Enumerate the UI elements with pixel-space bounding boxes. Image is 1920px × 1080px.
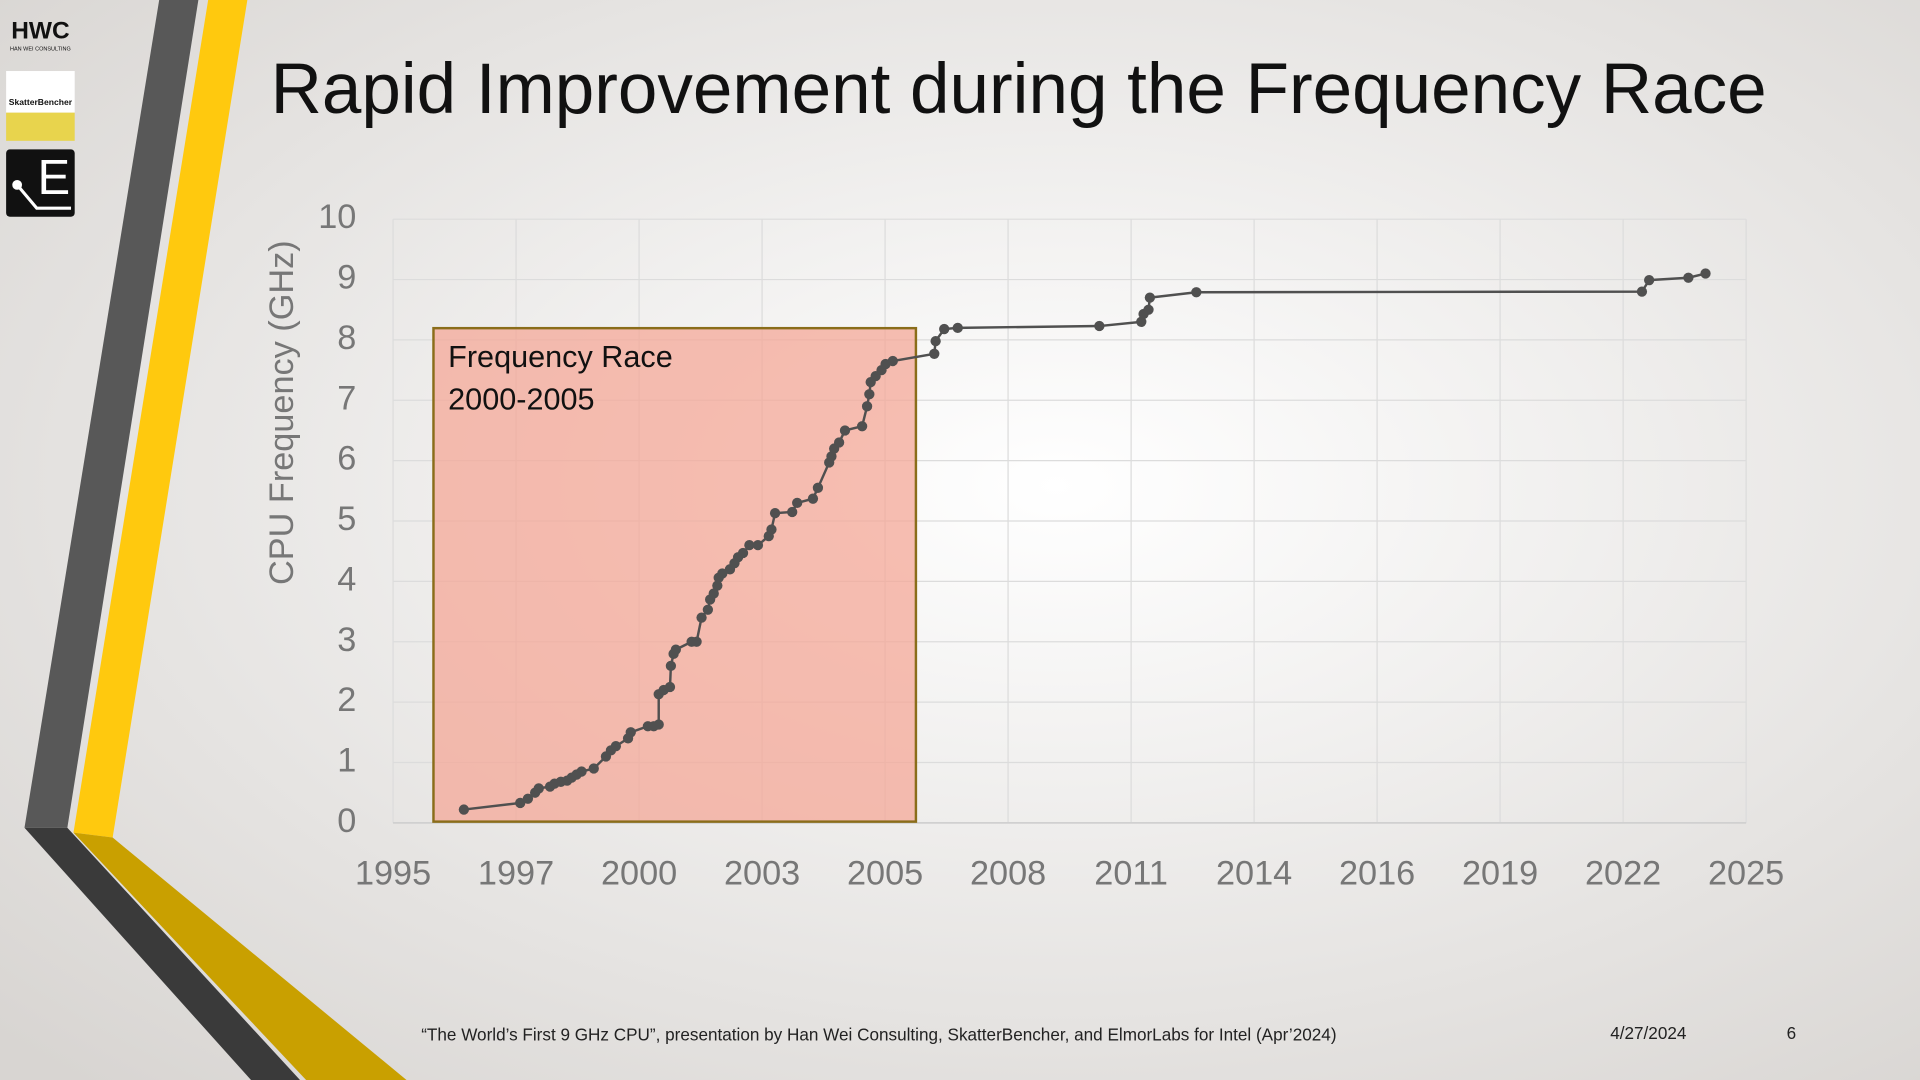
chart-title: Rapid Improvement during the Frequency R… [271,50,1767,129]
data-point [670,644,681,655]
x-tick-label: 2016 [1339,855,1415,893]
data-point [1094,320,1105,332]
logos: HWC HAN WEI CONSULTING SkatterBencher E [6,17,75,217]
data-point [787,506,798,518]
data-point [522,793,534,804]
data-point [588,763,599,774]
footer-date: 4/27/2024 [1610,1023,1687,1043]
y-tick-label: 8 [337,319,356,357]
y-tick-label: 3 [337,621,356,659]
data-point [1636,286,1648,297]
x-tick-label: 1997 [478,855,554,893]
data-point [807,493,819,504]
data-point [864,389,875,400]
plot: 0 1 2 3 4 5 6 7 8 9 10 1995 1997 2000 2003 2005 2008 2011… [318,198,1784,892]
data-point [712,580,723,591]
y-tick-label: 5 [337,500,356,538]
x-tick-label: 2003 [724,855,800,893]
y-tick-label: 4 [337,560,356,598]
logo-hwc: HWC [11,17,69,44]
data-point [533,783,544,794]
data-point [737,547,749,559]
stripe-yellow-lower [73,832,407,1080]
data-point [930,335,941,347]
data-point [653,719,664,730]
highlight-box [432,326,918,823]
y-tick-label: 9 [337,259,356,297]
data-point [1136,316,1147,327]
data-point [1700,268,1711,279]
data-point [1191,287,1202,298]
data-point [939,323,950,335]
stripe-dark [24,0,199,828]
x-tick-label: 2000 [601,855,677,893]
x-tick-label: 2025 [1708,855,1784,893]
data-point [952,322,963,333]
data-point [887,355,898,367]
logo-line [15,183,72,210]
x-tick-label: 2008 [970,855,1046,893]
footer-page: 6 [1787,1023,1797,1043]
logo-box [6,71,75,113]
data-point [708,588,719,599]
data-point [717,568,728,579]
data-point [792,497,803,509]
x-tick-label: 2005 [847,855,923,893]
y-tick-label: 7 [337,379,356,417]
x-tick-label: 2011 [1094,855,1168,893]
x-tick-label: 1995 [355,855,431,893]
data-point [861,401,873,412]
data-point [1144,292,1156,303]
logo-band [6,112,75,141]
y-tick-label: 10 [318,198,356,236]
data-point [833,437,845,448]
data-point [839,425,851,436]
x-tick-label: 2019 [1462,855,1538,893]
data-point [665,660,677,672]
footer-citation: “The World’s First 9 GHz CPU”, presentat… [421,1024,1336,1044]
stripe-yellow [73,0,248,838]
data-point [625,727,636,738]
data-point [769,508,781,519]
data-point [576,766,587,777]
data-point [1683,272,1694,283]
data-point [702,604,714,615]
data-point [515,797,526,809]
data-point [1143,304,1154,315]
x-tick-label: 2014 [1216,855,1292,893]
stripe-dark-lower [24,827,300,1080]
y-axis-label: CPU Frequency (GHz) [263,240,301,585]
data-point [812,482,824,493]
logo-hwc-sub: HAN WEI CONSULTING [10,46,71,52]
y-tick-label: 1 [337,742,356,780]
annotation: Frequency Race [448,340,673,374]
y-tick-label: 2 [337,681,356,719]
logo-skatter: SkatterBencher [9,97,73,107]
annotation: 2000-2005 [448,383,594,417]
data-point [664,681,676,693]
y-tick-label: 6 [337,440,356,478]
logo-elmor: E [38,151,71,205]
data-point [696,612,707,623]
logo-elmor-box [6,149,75,217]
x-tick-label: 2022 [1585,855,1661,893]
data-point [752,540,764,551]
data-point [691,636,702,647]
data-point [610,741,622,752]
data-point [826,451,837,462]
data-point [744,540,755,551]
y-tick-label: 0 [337,802,356,840]
data-point [929,348,940,359]
data-point [766,524,777,535]
data-point [458,804,470,815]
data-point [856,421,868,432]
data-point [1644,275,1655,286]
